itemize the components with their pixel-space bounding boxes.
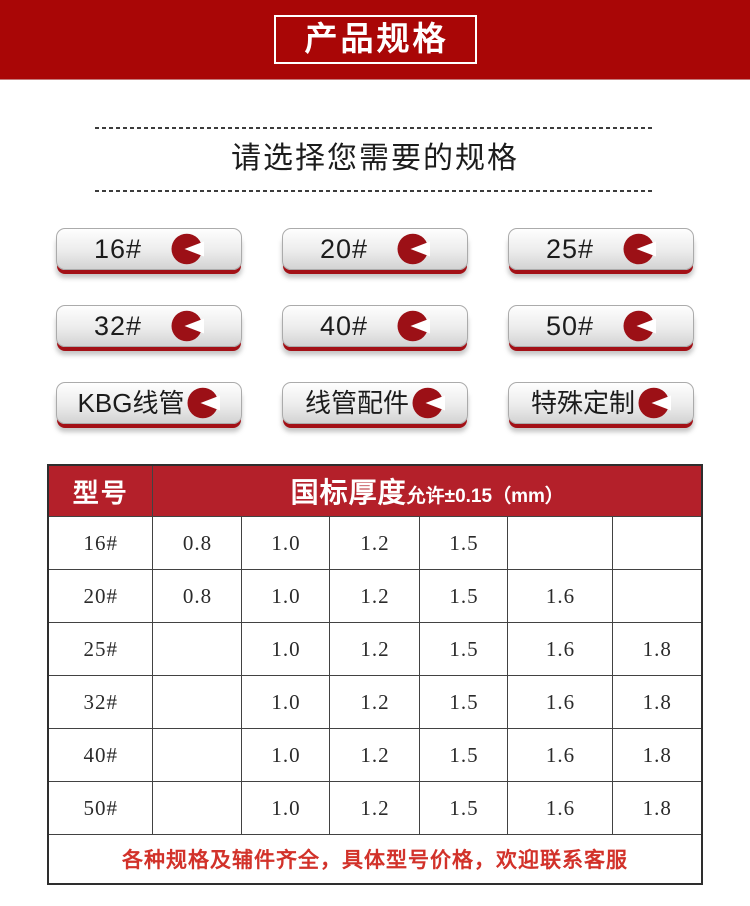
thickness-cell: 1.6 (507, 675, 614, 729)
spec-button-特殊定制[interactable]: 特殊定制 (508, 382, 694, 424)
pie-arrow-icon (623, 310, 657, 342)
model-cell: 20# (47, 569, 154, 623)
model-cell: 32# (47, 675, 154, 729)
pie-arrow-icon (412, 387, 445, 419)
subtitle-text: 请选择您需要的规格 (231, 142, 519, 175)
thickness-cell: 1.2 (329, 781, 421, 835)
pie-arrow-icon (171, 310, 205, 342)
spec-button-label: 特殊定制 (530, 388, 635, 418)
model-cell: 50# (47, 781, 154, 835)
table-row: 40# 1.0 1.2 1.5 1.6 1.8 (47, 728, 703, 782)
thickness-header-sub: 允许±0.15（mm） (406, 486, 564, 507)
thickness-cell: 1.2 (329, 569, 421, 623)
thickness-cell: 1.8 (612, 675, 703, 729)
thickness-cell: 1.2 (329, 675, 421, 729)
pie-arrow-icon (397, 233, 431, 265)
table-row: 50# 1.0 1.2 1.5 1.6 1.8 (47, 781, 703, 835)
column-header-thickness: 国标厚度允许±0.15（mm） (152, 464, 703, 517)
thickness-cell: 1.0 (241, 728, 331, 782)
footer-note: 各种规格及辅件齐全，具体型号价格，欢迎联系客服 (47, 834, 703, 885)
pie-arrow-icon (638, 387, 671, 419)
thickness-cell: 1.5 (419, 728, 509, 782)
spec-button-label: 20# (319, 233, 369, 264)
dashed-divider-top (95, 127, 655, 129)
dashed-divider-bottom (95, 190, 655, 192)
thickness-header-main: 国标厚度 (290, 477, 407, 508)
pie-arrow-icon (397, 310, 431, 342)
thickness-spec-table: 型号 国标厚度允许±0.15（mm） 16# 0.8 1.0 1.2 1.5 20# 0.… (46, 464, 704, 885)
thickness-cell: 1.6 (507, 781, 614, 835)
pie-arrow-icon (623, 233, 657, 265)
thickness-cell: 1.0 (241, 781, 331, 835)
table-row: 20# 0.8 1.0 1.2 1.5 1.6 (47, 569, 703, 623)
pie-arrow-icon (187, 387, 221, 419)
thickness-cell (152, 675, 243, 729)
thickness-cell (612, 569, 703, 623)
thickness-cell: 1.5 (419, 781, 509, 835)
model-cell: 16# (47, 516, 154, 570)
thickness-cell: 1.5 (419, 675, 509, 729)
thickness-cell: 1.0 (241, 675, 331, 729)
spec-button-label: 线管配件 (304, 388, 409, 418)
thickness-cell: 1.6 (507, 569, 614, 623)
subtitle-block: 请选择您需要的规格 (95, 127, 655, 192)
spec-button-label: 25# (545, 233, 595, 264)
thickness-cell: 1.0 (241, 516, 331, 570)
thickness-cell: 1.0 (241, 622, 331, 676)
spec-button-40[interactable]: 40# (282, 305, 468, 347)
column-header-model: 型号 (47, 464, 154, 517)
spec-button-KBG线管[interactable]: KBG线管 (56, 382, 242, 424)
thickness-cell (612, 516, 703, 570)
thickness-cell: 1.6 (507, 728, 614, 782)
spec-button-label: 40# (319, 310, 369, 341)
spec-button-label: 32# (93, 310, 143, 341)
table-row: 32# 1.0 1.2 1.5 1.6 1.8 (47, 675, 703, 729)
thickness-cell: 0.8 (152, 516, 243, 570)
thickness-cell: 1.2 (329, 728, 421, 782)
thickness-cell: 1.8 (612, 622, 703, 676)
thickness-cell: 1.5 (419, 622, 509, 676)
pie-arrow-icon (171, 233, 205, 265)
model-cell: 25# (47, 622, 154, 676)
thickness-cell (152, 781, 243, 835)
spec-buttons-grid: 16# 20# 25# 32# 40# 50# KBG线管 线管配件 特殊定制 (0, 228, 750, 424)
spec-button-label: 16# (93, 233, 143, 264)
thickness-cell (152, 622, 243, 676)
spec-button-16[interactable]: 16# (56, 228, 242, 270)
thickness-cell: 0.8 (152, 569, 243, 623)
table-header-row: 型号 国标厚度允许±0.15（mm） (47, 464, 703, 517)
table-row: 25# 1.0 1.2 1.5 1.6 1.8 (47, 622, 703, 676)
page-title: 产品规格 (273, 15, 477, 64)
thickness-cell (507, 516, 614, 570)
spec-button-线管配件[interactable]: 线管配件 (282, 382, 468, 424)
spec-button-20[interactable]: 20# (282, 228, 468, 270)
thickness-cell: 1.8 (612, 728, 703, 782)
thickness-cell: 1.2 (329, 622, 421, 676)
header-banner: 产品规格 (0, 0, 750, 80)
spec-button-32[interactable]: 32# (56, 305, 242, 347)
table-footer-row: 各种规格及辅件齐全，具体型号价格，欢迎联系客服 (47, 834, 703, 885)
thickness-cell: 1.2 (329, 516, 421, 570)
thickness-cell: 1.0 (241, 569, 331, 623)
thickness-cell: 1.5 (419, 569, 509, 623)
spec-button-25[interactable]: 25# (508, 228, 694, 270)
spec-button-label: 50# (545, 310, 595, 341)
thickness-cell: 1.6 (507, 622, 614, 676)
model-cell: 40# (47, 728, 154, 782)
thickness-cell: 1.8 (612, 781, 703, 835)
thickness-cell (152, 728, 243, 782)
spec-button-50[interactable]: 50# (508, 305, 694, 347)
spec-button-label: KBG线管 (77, 388, 185, 418)
table-row: 16# 0.8 1.0 1.2 1.5 (47, 516, 703, 570)
thickness-cell: 1.5 (419, 516, 509, 570)
